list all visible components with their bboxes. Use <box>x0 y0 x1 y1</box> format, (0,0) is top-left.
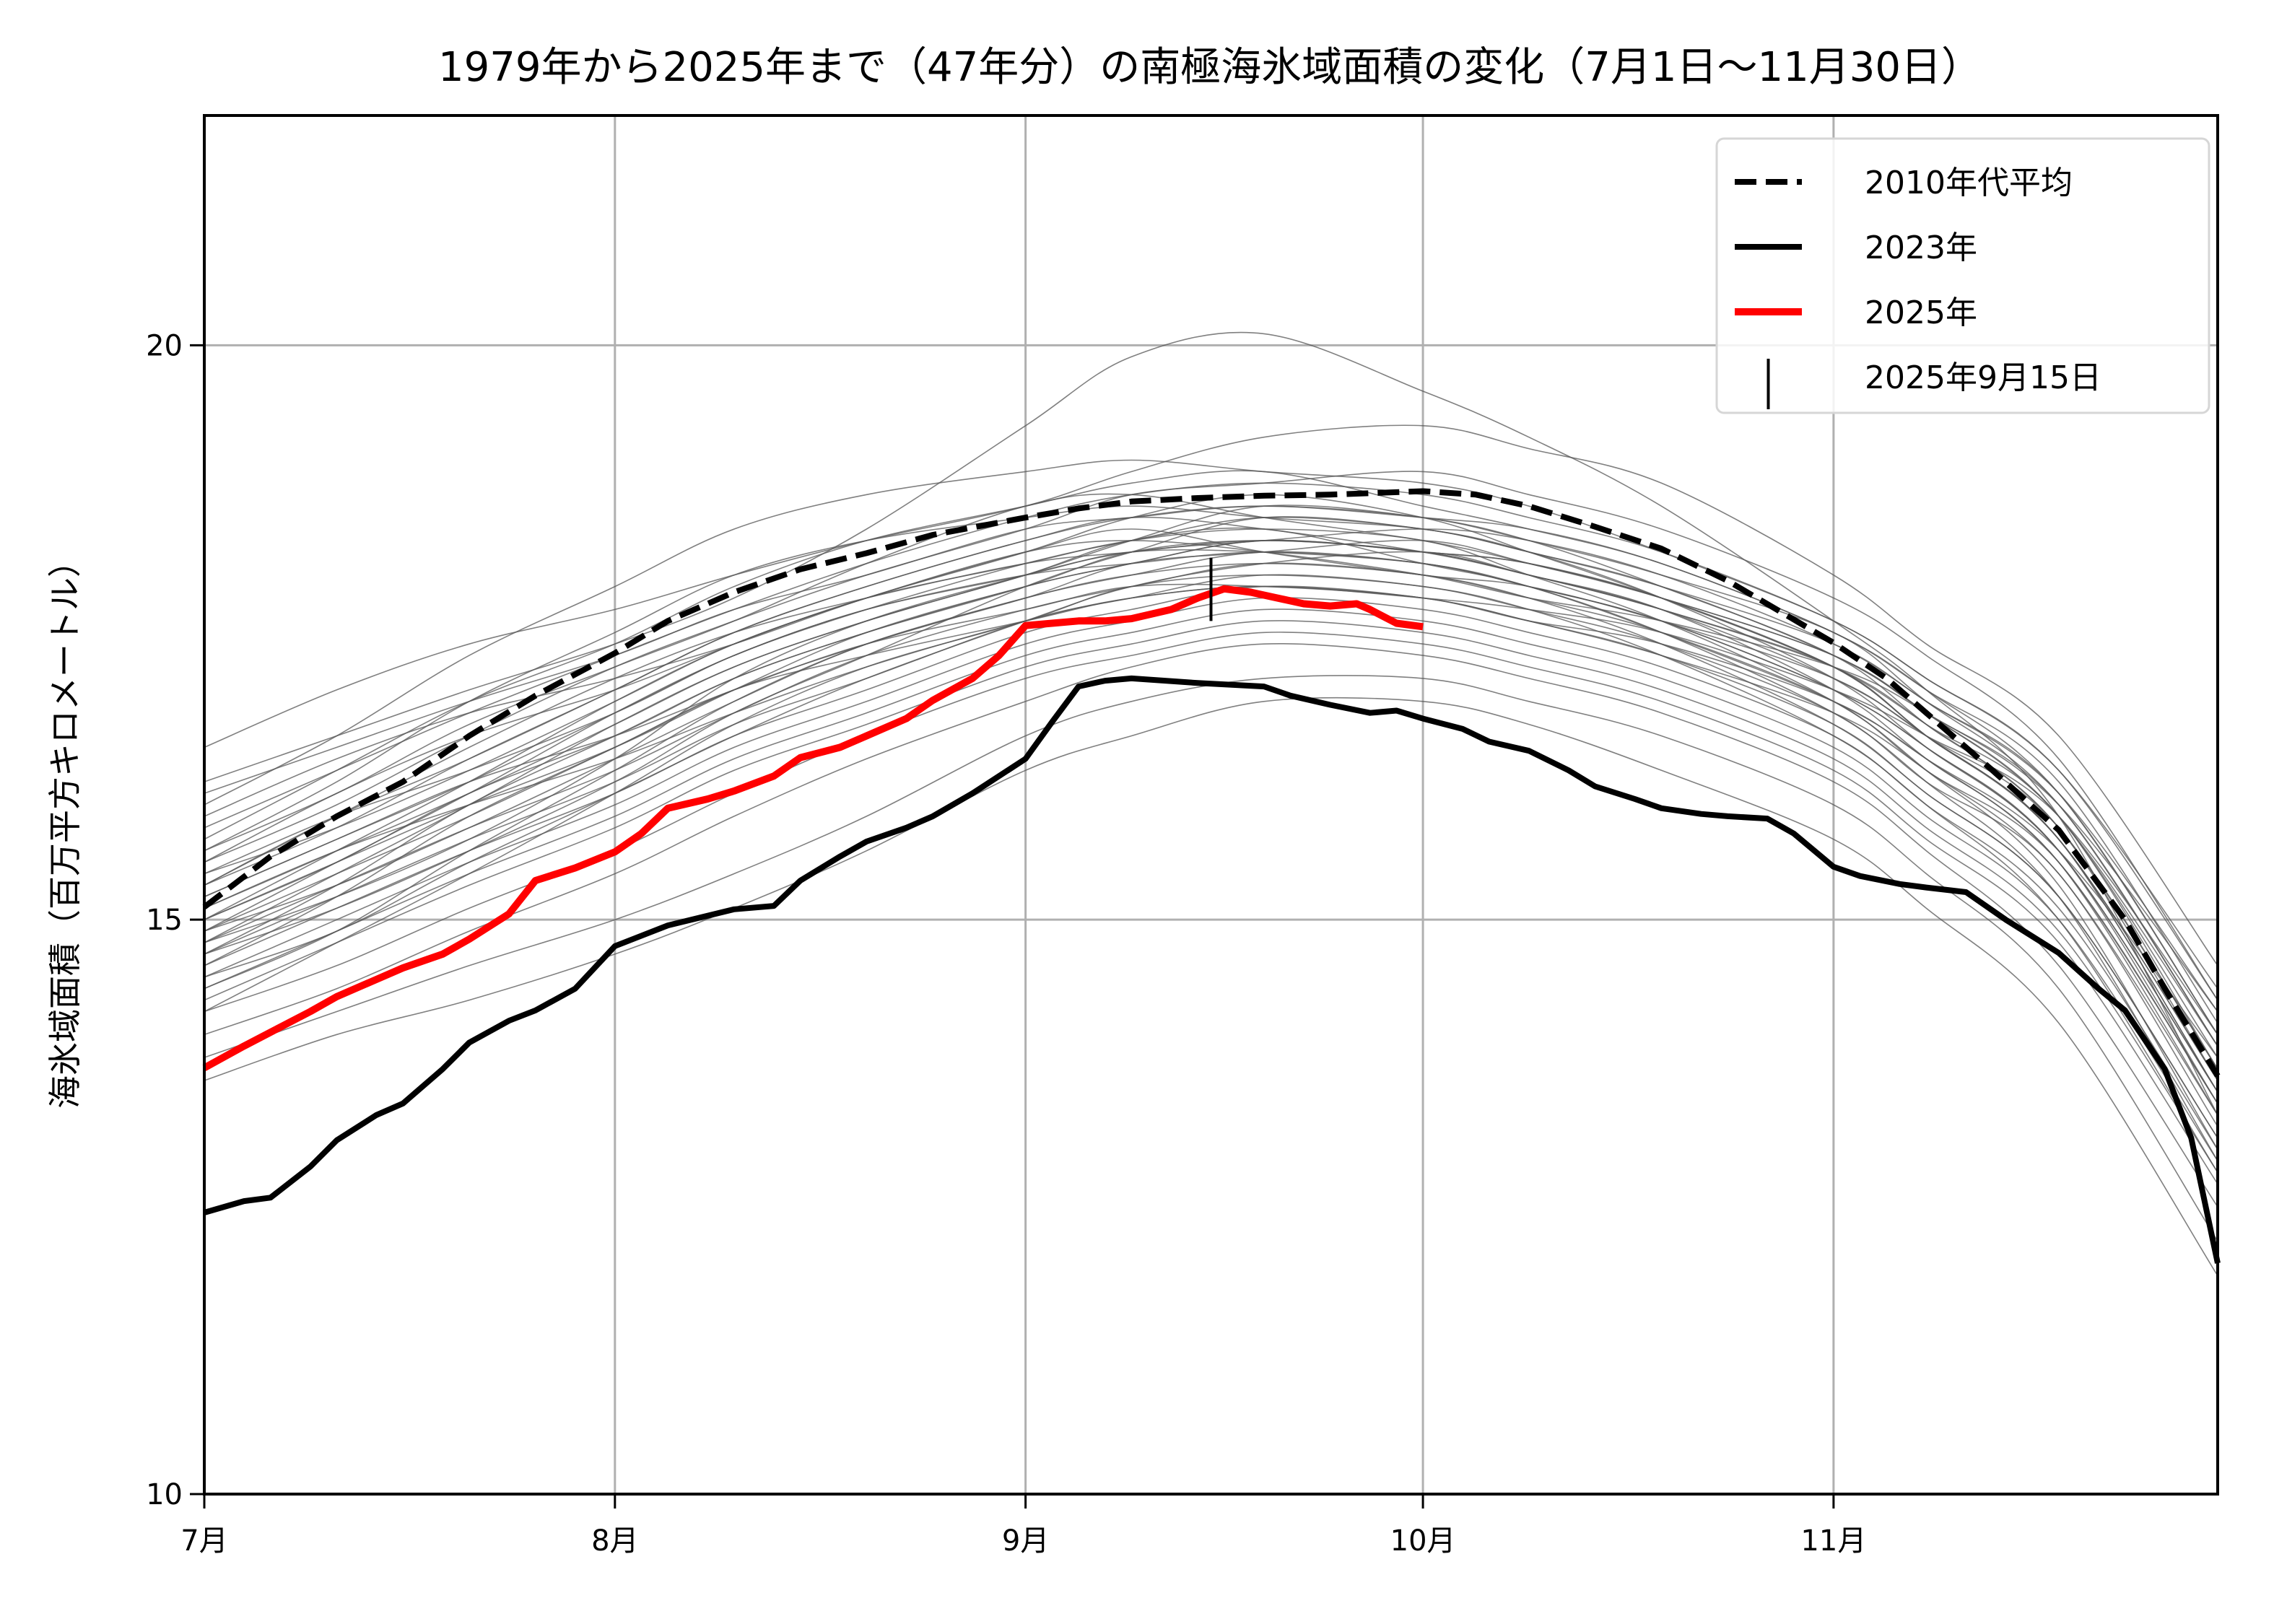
series-line-2023 <box>203 675 2221 1264</box>
y-tick-label: 15 <box>146 904 183 937</box>
x-tick-label: 9月 <box>1002 1524 1049 1558</box>
x-tick-label: 8月 <box>591 1524 638 1558</box>
plot-frame <box>203 114 2219 1496</box>
legend-label: 2025年 <box>1865 294 1977 331</box>
axis-ticks: 7月 8月 9月 10月 11月 10 15 20 <box>146 329 1866 1558</box>
background-year-line <box>204 574 2218 1173</box>
series-line-decade-mean <box>202 488 2221 1078</box>
x-tick-label: 11月 <box>1800 1524 1866 1558</box>
main-series-lines <box>202 488 2221 1264</box>
y-tick-label: 10 <box>146 1478 183 1511</box>
background-year-line <box>204 620 2218 1173</box>
background-year-line <box>204 424 2218 966</box>
background-year-line <box>204 642 2218 1208</box>
y-tick-label: 20 <box>146 329 183 362</box>
background-year-line <box>204 482 2218 1001</box>
legend-label: 2025年9月15日 <box>1865 359 2101 396</box>
background-year-line <box>204 505 2218 1035</box>
background-year-line <box>204 528 2218 1012</box>
series-line-2025 <box>202 585 1424 1071</box>
background-year-line <box>204 583 2218 1058</box>
background-year-line <box>204 562 2218 1139</box>
background-year-lines <box>204 331 2218 1277</box>
x-tick-label: 7月 <box>180 1524 227 1558</box>
legend-box <box>1715 137 2210 414</box>
legend-label: 2010年代平均 <box>1865 165 2073 201</box>
background-year-line <box>204 539 2218 1093</box>
background-year-line <box>204 585 2218 1035</box>
background-year-line <box>204 551 2218 1161</box>
y-axis-label: 海氷域面積（百万平方キロメートル） <box>45 544 84 1109</box>
background-year-line <box>204 675 2218 1242</box>
chart-title: 1979年から2025年まで（47年分）の南極海氷域面積の変化（7月1日〜11月… <box>438 44 1982 91</box>
background-year-line <box>204 549 2218 1104</box>
legend-label: 2023年 <box>1865 230 1977 266</box>
x-tick-label: 10月 <box>1390 1524 1456 1558</box>
background-year-line <box>204 697 2218 1277</box>
background-year-line <box>204 608 2218 1161</box>
legend: 2010年代平均 2023年 2025年 2025年9月15日 <box>1715 137 2210 414</box>
background-year-line <box>204 471 2218 1001</box>
background-year-line <box>204 516 2218 1070</box>
